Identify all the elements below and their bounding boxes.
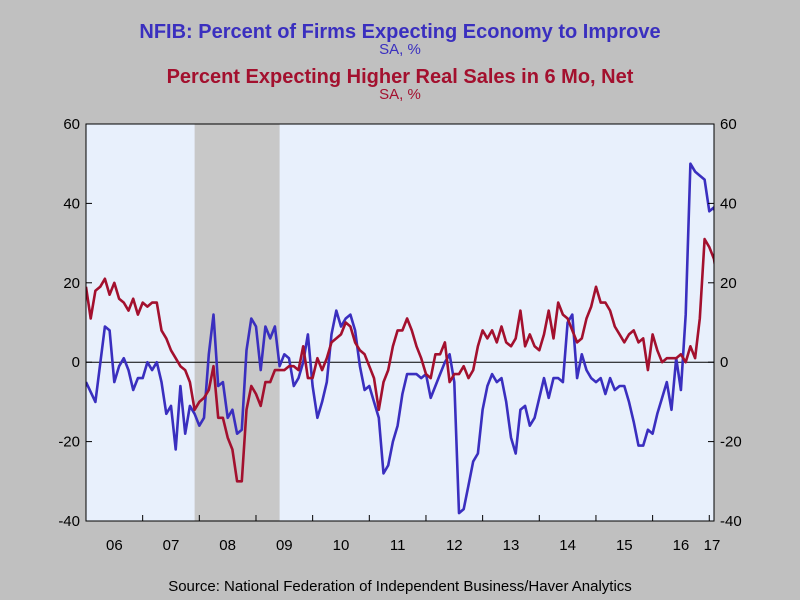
chart-title-sales: Percent Expecting Higher Real Sales in 6…	[166, 66, 634, 88]
y-tick-label-right: 0	[720, 354, 728, 371]
y-tick-label-left: 40	[63, 195, 80, 212]
plot-frame	[85, 123, 715, 522]
x-tick-label: 09	[276, 537, 293, 554]
series-line-economy	[86, 162, 714, 515]
x-tick-label: 15	[616, 537, 633, 554]
x-tick-label: 17	[704, 537, 721, 554]
y-tick-label-right: -40	[720, 513, 742, 530]
x-tick-label: 08	[219, 537, 236, 554]
y-tick-label-left: 0	[72, 354, 80, 371]
recession-shading	[194, 124, 280, 521]
y-tick-label-left: 20	[63, 275, 80, 292]
x-tick-label: 06	[106, 537, 123, 554]
y-tick-label-right: 60	[720, 116, 737, 133]
chart-title-economy: NFIB: Percent of Firms Expecting Economy…	[139, 21, 661, 43]
chart-subtitle-sales-units: SA, %	[379, 86, 421, 103]
x-tick-label: 07	[163, 537, 180, 554]
y-tick-label-left: -20	[58, 434, 80, 451]
x-tick-label: 10	[333, 537, 350, 554]
plot-area	[86, 124, 714, 521]
y-tick-label-left: 60	[63, 116, 80, 133]
x-tick-label: 14	[559, 537, 576, 554]
y-tick-label-right: 20	[720, 275, 737, 292]
source-note: Source: National Federation of Independe…	[168, 578, 632, 595]
chart-subtitle-economy-units: SA, %	[379, 41, 421, 58]
y-tick-label-left: -40	[58, 513, 80, 530]
y-tick-label-right: 40	[720, 195, 737, 212]
series-line-sales	[86, 237, 714, 483]
x-tick-label: 13	[503, 537, 520, 554]
x-tick-label: 16	[673, 537, 690, 554]
x-tick-label: 12	[446, 537, 463, 554]
x-tick-label: 11	[390, 537, 406, 554]
y-tick-label-right: -20	[720, 434, 742, 451]
